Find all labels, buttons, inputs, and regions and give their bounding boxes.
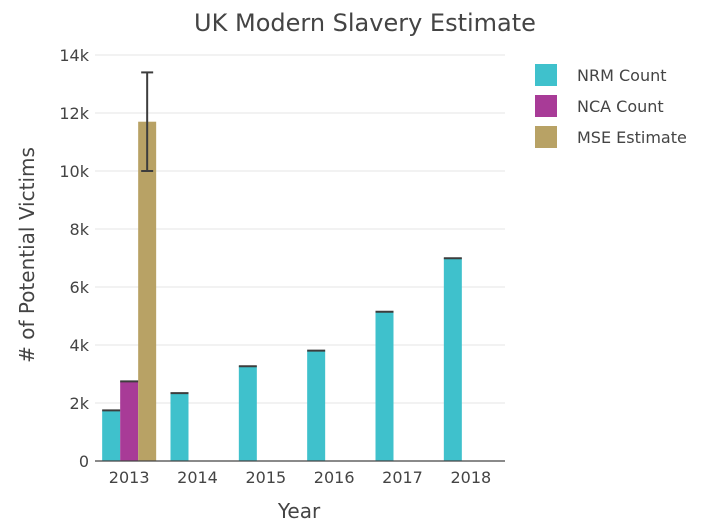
legend-label: MSE Estimate [577, 128, 687, 147]
bar [238, 366, 257, 461]
y-tick-label: 0 [79, 452, 89, 471]
bar [102, 410, 121, 461]
x-tick-label: 2014 [177, 468, 218, 487]
x-axis-title: Year [277, 499, 321, 522]
error-bars [102, 71, 462, 412]
legend-label: NCA Count [577, 97, 664, 116]
x-tick-label: 2017 [382, 468, 423, 487]
legend-swatch [535, 126, 557, 148]
x-tick-label: 2016 [314, 468, 355, 487]
bar [307, 350, 326, 461]
y-tick-label: 10k [59, 162, 89, 181]
bar [138, 121, 157, 461]
legend-swatch [535, 95, 557, 117]
y-tick-label: 8k [70, 220, 90, 239]
y-axis-title: # of Potential Victims [15, 147, 39, 363]
y-tick-label: 12k [59, 104, 89, 123]
bar [375, 311, 394, 461]
x-tick-label: 2015 [245, 468, 286, 487]
bar [443, 258, 462, 461]
y-tick-label: 4k [70, 336, 90, 355]
legend-label: NRM Count [577, 66, 667, 85]
legend-swatch [535, 64, 557, 86]
grid-lines [95, 54, 505, 404]
bars [102, 121, 462, 461]
chart-title: UK Modern Slavery Estimate [194, 9, 536, 37]
y-tick-label: 14k [59, 46, 89, 65]
x-tick-labels: 2013 2014 2015 2016 2017 2018 [109, 468, 491, 487]
bar [120, 381, 139, 461]
x-tick-label: 2018 [450, 468, 491, 487]
y-tick-label: 6k [70, 278, 90, 297]
y-tick-label: 2k [70, 394, 90, 413]
bar [170, 393, 189, 461]
legend: NRM Count NCA Count MSE Estimate [535, 64, 687, 148]
x-tick-label: 2013 [109, 468, 150, 487]
y-tick-labels: 0 2k 4k 6k 8k 10k 12k 14k [59, 46, 89, 471]
